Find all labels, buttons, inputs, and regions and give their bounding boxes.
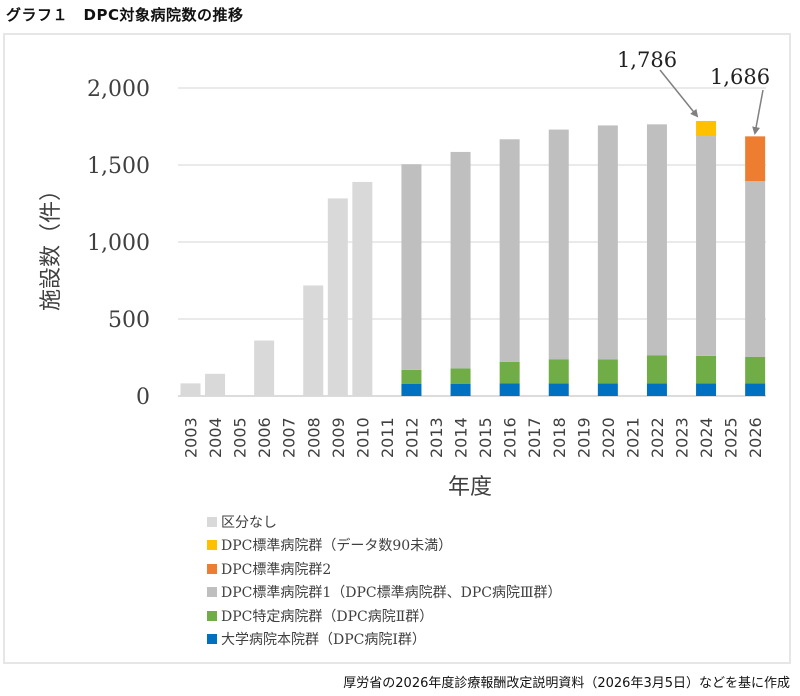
x-tick-label: 2025 bbox=[722, 417, 741, 458]
x-tick-label: 2019 bbox=[574, 417, 593, 458]
bar-none-2004 bbox=[205, 373, 226, 396]
x-tick-label: 2015 bbox=[476, 417, 495, 458]
legend-item-univ: 大学病院本院群（DPC病院Ⅰ群） bbox=[207, 628, 561, 652]
x-tick-label: 2007 bbox=[280, 417, 299, 458]
bar-std2-2026 bbox=[745, 136, 766, 182]
legend-swatch bbox=[207, 563, 217, 574]
bar-std1-2022 bbox=[646, 124, 667, 356]
figure-title: グラフ１ DPC対象病院数の推移 bbox=[6, 6, 244, 24]
bar-univ-2022 bbox=[646, 383, 667, 396]
x-tick-label: 2003 bbox=[182, 417, 201, 458]
bar-univ-2014 bbox=[450, 383, 471, 396]
x-tick-label: 2018 bbox=[550, 417, 569, 458]
bar-special-2026 bbox=[745, 356, 766, 384]
annotation-arrow-2026 bbox=[752, 89, 764, 135]
bar-special-2018 bbox=[548, 359, 569, 384]
bar-univ-2016 bbox=[499, 383, 520, 396]
legend-label: 大学病院本院群（DPC病院Ⅰ群） bbox=[221, 632, 426, 649]
bar-special-2014 bbox=[450, 368, 471, 384]
x-tick-label: 2023 bbox=[673, 417, 692, 458]
gridlines bbox=[178, 87, 766, 397]
legend-item-std2: DPC標準病院群2 bbox=[207, 557, 561, 581]
x-tick-label: 2024 bbox=[697, 417, 716, 458]
x-tick-label: 2021 bbox=[623, 417, 642, 458]
x-tick-label: 2013 bbox=[427, 417, 446, 458]
x-tick-label: 2026 bbox=[746, 417, 765, 458]
x-tick-label: 2022 bbox=[648, 417, 667, 458]
y-tick-label: 1,500 bbox=[87, 154, 150, 179]
bar-none-2006 bbox=[254, 340, 275, 396]
legend: 区分なし DPC標準病院群（データ数90未満） DPC標準病院群2 DPC標準病院群1… bbox=[207, 510, 561, 651]
x-tick-label: 2010 bbox=[353, 417, 372, 458]
annotation-label-2026: 1,686 bbox=[710, 65, 770, 89]
x-axis-ticks: 2003 2004 2005 2006 2007 2008 2009 2010 2011 2012… bbox=[182, 417, 766, 458]
x-tick-label: 2006 bbox=[255, 417, 274, 458]
x-tick-label: 2005 bbox=[231, 417, 250, 458]
annotation-arrow-2024 bbox=[659, 69, 699, 118]
bar-special-2020 bbox=[597, 359, 618, 384]
x-axis-label: 年度 bbox=[448, 475, 492, 500]
legend-label: DPC標準病院群1（DPC標準病院群、DPC病院Ⅲ群） bbox=[221, 585, 562, 602]
x-tick-label: 2012 bbox=[402, 417, 421, 458]
bars bbox=[180, 120, 766, 396]
legend-item-special: DPC特定病院群（DPC病院Ⅱ群） bbox=[207, 604, 561, 628]
y-tick-label: 0 bbox=[136, 385, 150, 410]
chart-frame bbox=[3, 33, 791, 664]
legend-item-std1: DPC標準病院群1（DPC標準病院群、DPC病院Ⅲ群） bbox=[207, 581, 561, 605]
bar-std1-2014 bbox=[450, 151, 471, 369]
bar-special-2022 bbox=[646, 355, 667, 384]
legend-label: DPC標準病院群2 bbox=[221, 561, 332, 578]
x-tick-label: 2016 bbox=[501, 417, 520, 458]
bar-none-2008 bbox=[303, 285, 324, 396]
legend-label: 区分なし bbox=[221, 514, 277, 531]
legend-item-none: 区分なし bbox=[207, 510, 561, 534]
bar-univ-2024 bbox=[696, 383, 717, 396]
legend-label: DPC標準病院群（データ数90未満） bbox=[221, 538, 453, 555]
bar-under90-2024 bbox=[696, 120, 717, 137]
bar-std1-2024 bbox=[696, 136, 717, 356]
legend-item-under90: DPC標準病院群（データ数90未満） bbox=[207, 534, 561, 558]
bar-std1-2026 bbox=[745, 181, 766, 357]
legend-label: DPC特定病院群（DPC病院Ⅱ群） bbox=[221, 608, 434, 625]
y-tick-label: 1,000 bbox=[87, 231, 150, 256]
x-tick-label: 2020 bbox=[599, 417, 618, 458]
bar-special-2016 bbox=[499, 361, 520, 384]
legend-swatch bbox=[207, 587, 217, 598]
y-axis-ticks: 0 500 1,000 1,500 2,000 bbox=[87, 77, 150, 410]
bar-std1-2012 bbox=[401, 164, 422, 370]
bar-none-2009 bbox=[327, 198, 348, 396]
bar-univ-2018 bbox=[548, 383, 569, 396]
bar-none-2003 bbox=[180, 383, 201, 396]
bar-none-2010 bbox=[352, 181, 373, 396]
y-axis-label: 施設数（件） bbox=[39, 179, 64, 311]
legend-swatch bbox=[207, 610, 217, 621]
legend-swatch bbox=[207, 634, 217, 645]
x-tick-label: 2011 bbox=[378, 417, 397, 458]
x-tick-label: 2017 bbox=[525, 417, 544, 458]
x-tick-label: 2008 bbox=[304, 417, 323, 458]
x-tick-label: 2004 bbox=[206, 417, 225, 458]
bar-univ-2026 bbox=[745, 383, 766, 396]
y-tick-label: 2,000 bbox=[87, 77, 150, 102]
y-tick-label: 500 bbox=[108, 308, 150, 333]
annotation-label-2024: 1,786 bbox=[617, 48, 677, 72]
bar-special-2024 bbox=[696, 355, 717, 384]
bar-std1-2016 bbox=[499, 139, 520, 362]
x-tick-label: 2009 bbox=[329, 417, 348, 458]
legend-swatch bbox=[207, 540, 217, 551]
bar-std1-2020 bbox=[597, 125, 618, 360]
legend-swatch bbox=[207, 516, 217, 527]
source-note: 厚労省の2026年度診療報酬改定説明資料（2026年3月5日）などを基に作成 bbox=[343, 676, 790, 691]
bar-univ-2012 bbox=[401, 383, 422, 396]
x-tick-label: 2014 bbox=[452, 417, 471, 458]
bar-std1-2018 bbox=[548, 129, 569, 360]
bar-univ-2020 bbox=[597, 383, 618, 396]
annotations: 1,786 1,686 bbox=[617, 48, 770, 135]
bar-special-2012 bbox=[401, 369, 422, 384]
